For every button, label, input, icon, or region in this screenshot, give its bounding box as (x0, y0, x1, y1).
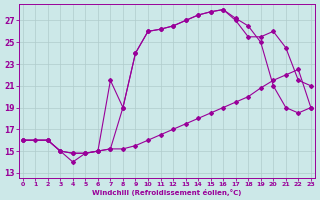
X-axis label: Windchill (Refroidissement éolien,°C): Windchill (Refroidissement éolien,°C) (92, 189, 242, 196)
